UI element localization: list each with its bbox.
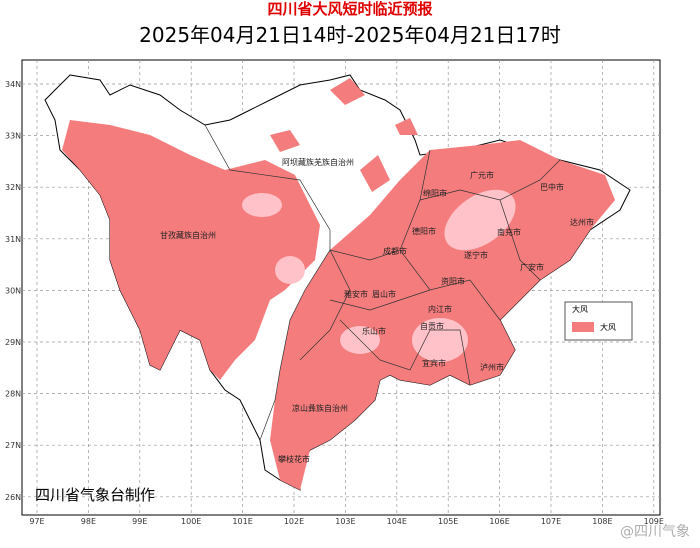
region-label: 成都市 [383, 246, 407, 256]
region-label: 宜宾市 [422, 358, 446, 368]
region-label: 内江市 [428, 304, 452, 314]
subtitle: 2025年04月21日14时-2025年04月21日17时 [139, 23, 561, 47]
legend-title: 大风 [572, 304, 588, 314]
region-label: 凉山彝族自治州 [292, 403, 348, 413]
region-label: 资阳市 [441, 276, 465, 286]
lat-label: 29N [5, 338, 21, 347]
region-borders [204, 124, 561, 441]
region-label: 泸州市 [480, 362, 504, 372]
lat-label: 27N [5, 441, 21, 450]
lon-label: 101E [232, 517, 252, 526]
region-label: 乐山市 [362, 326, 386, 336]
title: 四川省大风短时临近预报 [267, 0, 432, 18]
lon-label: 106E [489, 517, 509, 526]
region-label: 广元市 [470, 170, 494, 180]
region-label: 雅安市 [344, 289, 368, 299]
lon-label: 105E [438, 517, 458, 526]
region-label: 德阳市 [412, 226, 436, 236]
legend-label: 大风 [600, 322, 616, 332]
lon-label: 104E [387, 517, 407, 526]
region-label: 绵阳市 [423, 188, 447, 198]
lon-label: 102E [284, 517, 304, 526]
lat-label: 31N [5, 235, 21, 244]
lat-label: 28N [5, 390, 21, 399]
lat-label: 32N [5, 183, 21, 192]
lat-label: 26N [5, 493, 21, 502]
legend-box [564, 301, 633, 341]
region-label: 甘孜藏族自治州 [160, 230, 216, 240]
legend-swatch [572, 322, 594, 332]
wind-light-area [242, 189, 516, 362]
watermark: @四川气象 [620, 524, 690, 540]
lat-label: 34N [5, 80, 21, 89]
region-label: 自贡市 [420, 321, 444, 331]
lat-label: 30N [5, 286, 21, 295]
lon-label: 103E [335, 517, 355, 526]
region-label: 南充市 [497, 227, 521, 237]
wind-area [62, 78, 615, 490]
region-label: 阿坝藏族羌族自治州 [282, 157, 354, 167]
lon-label: 98E [81, 517, 96, 526]
region-label: 遂宁市 [464, 250, 488, 260]
credit: 四川省气象台制作 [35, 486, 155, 504]
lon-label: 100E [181, 517, 201, 526]
lon-label: 99E [132, 517, 147, 526]
region-label: 攀枝花市 [278, 454, 310, 464]
lon-label: 107E [541, 517, 561, 526]
lon-label: 109E [644, 517, 664, 526]
lon-label: 108E [592, 517, 612, 526]
region-label: 广安市 [520, 262, 544, 272]
lat-label: 33N [5, 132, 21, 141]
region-label: 眉山市 [372, 289, 396, 299]
region-label: 达州市 [570, 217, 594, 227]
region-label: 巴中市 [540, 182, 564, 192]
lon-label: 97E [29, 517, 44, 526]
